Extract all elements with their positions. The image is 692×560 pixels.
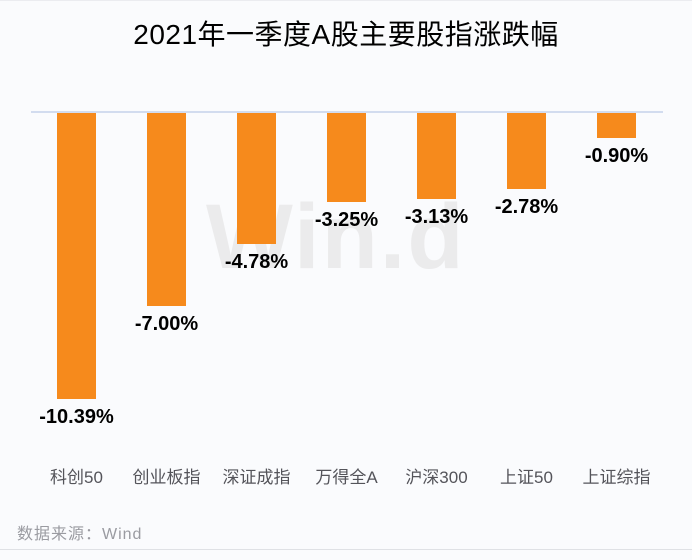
value-label-科创50: -10.39%: [39, 405, 114, 428]
footer-divider: [0, 549, 692, 550]
chart-title: 2021年一季度A股主要股指涨跌幅: [133, 19, 559, 50]
bar-万得全A: [327, 113, 366, 203]
category-label-创业板指: 创业板指: [132, 468, 201, 487]
value-label-上证50: -2.78%: [494, 196, 559, 219]
bar-沪深300: [417, 113, 456, 200]
category-label-上证50: 上证50: [500, 468, 553, 487]
zero-axis-line: [31, 111, 663, 113]
bar-深证成指: [237, 113, 276, 245]
value-label-沪深300: -3.13%: [404, 206, 469, 229]
value-label-万得全A: -3.25%: [314, 209, 379, 232]
category-label-沪深300: 沪深300: [405, 468, 468, 487]
category-label-上证综指: 上证综指: [582, 468, 651, 487]
value-label-深证成指: -4.78%: [224, 251, 289, 274]
data-source-label: 数据来源：Wind: [17, 526, 143, 543]
bar-上证综指: [597, 113, 636, 138]
bar-科创50: [57, 113, 96, 399]
bar-上证50: [507, 113, 546, 190]
value-label-创业板指: -7.00%: [134, 312, 199, 335]
category-label-科创50: 科创50: [50, 468, 103, 487]
bar-创业板指: [147, 113, 186, 306]
category-label-万得全A: 万得全A: [315, 468, 378, 487]
category-label-深证成指: 深证成指: [222, 468, 291, 487]
value-label-上证综指: -0.90%: [584, 144, 649, 167]
